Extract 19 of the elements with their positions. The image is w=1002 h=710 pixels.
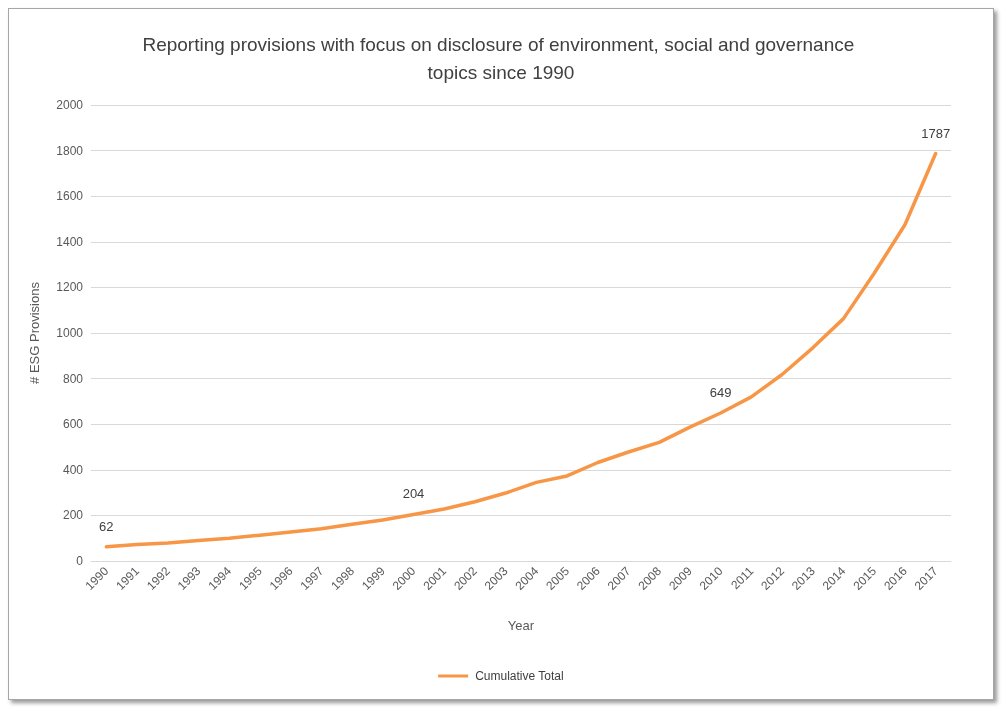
y-tick-label: 800 bbox=[62, 371, 84, 386]
y-tick-label: 0 bbox=[76, 554, 84, 568]
chart-title: Reporting provisions with focus on disclosure of environment, social and governance topics since 1990 bbox=[142, 33, 860, 83]
y-tick-label: 200 bbox=[62, 508, 84, 523]
y-tick-label: 2000 bbox=[56, 98, 84, 112]
y-tick-label: 1800 bbox=[56, 143, 84, 158]
data-label: 1787 bbox=[921, 125, 951, 141]
data-label: 204 bbox=[402, 486, 425, 502]
data-label: 62 bbox=[99, 518, 114, 534]
legend-label: Cumulative Total bbox=[475, 669, 564, 683]
y-tick-label: 1400 bbox=[56, 234, 84, 249]
y-tick-label: 1200 bbox=[56, 280, 84, 295]
y-tick-label: 400 bbox=[62, 462, 84, 477]
y-tick-label: 1600 bbox=[56, 189, 84, 204]
y-tick-label: 600 bbox=[62, 417, 84, 432]
y-axis-title: # ESG Provisions bbox=[27, 281, 42, 384]
data-label: 649 bbox=[709, 385, 732, 401]
x-axis-title: Year bbox=[507, 618, 535, 633]
y-tick-label: 1000 bbox=[56, 326, 84, 340]
